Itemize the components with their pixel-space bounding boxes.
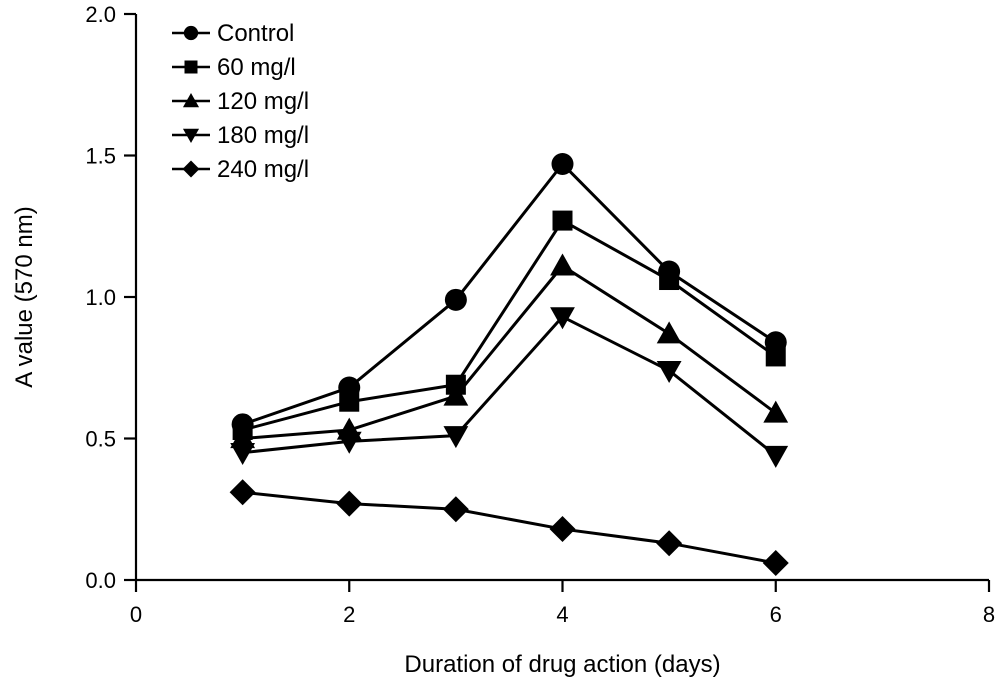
legend-item: 120 mg/l [172,88,309,115]
data-point [443,426,469,449]
y-tick-label: 2.0 [85,2,116,27]
series-line [242,315,777,457]
legend-item: 60 mg/l [172,54,296,81]
data-point [444,288,467,311]
data-point [656,530,683,557]
x-axis-title: Duration of drug action (days) [404,651,720,678]
data-point [552,210,573,231]
data-point [230,443,256,466]
data-point [550,253,575,276]
series-3 [230,307,789,468]
series-layer [229,152,789,577]
series-line [242,264,777,440]
legend-label: 60 mg/l [217,54,296,81]
data-point [549,516,576,543]
legend-marker [182,128,200,144]
data-point [551,152,574,175]
legend-item: 180 mg/l [172,122,309,149]
legend-label: 240 mg/l [217,156,309,183]
legend-item: Control [172,20,294,47]
y-axis-title: A value (570 nm) [11,206,38,387]
legend-marker [182,160,200,178]
legend-marker [184,60,198,74]
y-tick-label: 1.0 [85,285,116,310]
data-point [656,321,682,344]
series-4 [229,479,789,577]
x-tick-label: 6 [770,602,782,627]
legend-label: 180 mg/l [217,122,309,149]
data-point [442,496,469,523]
y-tick-label: 1.5 [85,144,116,169]
data-point [659,270,680,291]
x-tick-label: 0 [130,602,142,627]
y-tick-label: 0.5 [85,427,116,452]
y-tick-label: 0.0 [85,568,116,593]
data-point [339,391,360,412]
axes: 0 2 4 6 8 0.0 0.5 1.0 1.5 2.0 [85,2,995,627]
data-point [229,479,256,506]
data-point [765,346,786,367]
data-point [336,431,362,454]
legend-marker [182,92,200,108]
legend-label: 120 mg/l [217,88,309,115]
legend: Control 60 mg/l 120 mg/l 180 mg/l 240 mg/l [172,20,309,183]
legend-marker [183,25,199,41]
data-point [230,426,256,449]
series-line [242,490,777,565]
data-point [550,307,575,330]
legend-item: 240 mg/l [172,156,309,183]
data-point [763,445,789,468]
x-tick-label: 4 [556,602,568,627]
series-2 [230,253,789,449]
x-tick-label: 8 [983,602,995,627]
series-line [242,162,777,426]
x-tick-label: 2 [343,602,355,627]
data-point [443,383,469,406]
data-point [656,360,682,383]
series-0 [231,152,787,436]
series-1 [232,210,786,441]
data-point [763,400,789,423]
data-point [762,550,789,577]
series-line [242,219,777,432]
legend-label: Control [217,20,294,47]
data-point [336,490,363,517]
